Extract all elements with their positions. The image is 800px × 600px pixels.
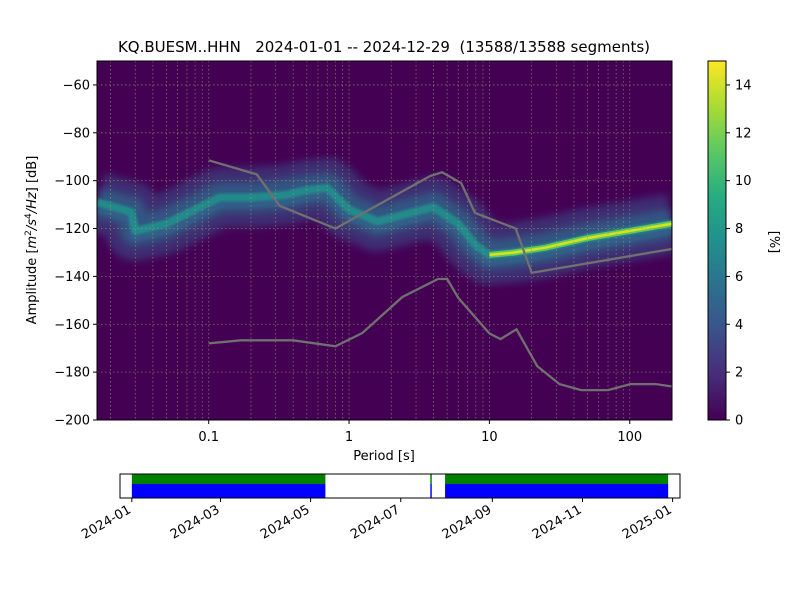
colorbar-tick-label: 6 — [735, 270, 743, 285]
y-tick-label: −200 — [54, 414, 90, 429]
chart-title: KQ.BUESM..HHN 2024-01-01 -- 2024-12-29 (… — [118, 38, 650, 56]
data-coverage-bar — [445, 484, 669, 498]
timeline-tick-label: 2024-03 — [168, 502, 223, 542]
noise-model-curves — [208, 159, 672, 392]
colorbar-tick-label: 8 — [735, 222, 743, 237]
density-peak-core — [489, 222, 672, 257]
colorbar-tick-label: 14 — [735, 78, 752, 93]
colorbar-tick-label: 2 — [735, 366, 743, 381]
timeline-tick-label: 2024-01 — [79, 502, 134, 542]
used-coverage-bar — [445, 474, 669, 484]
y-tick-label: −160 — [54, 318, 90, 333]
y-axis-label: Amplitude [m2/s4/Hz] [dB] — [24, 156, 40, 325]
y-tick-label: −80 — [63, 126, 90, 141]
used-coverage-bar — [131, 474, 326, 484]
plot-frame — [96, 60, 673, 421]
x-tick-label: 0.1 — [198, 430, 219, 445]
colorbar-label: [%] — [766, 231, 781, 254]
psd-plot-area: 0.1 1 10 100 −60 −80 −100 −120 −140 −160 −180 −200 — [54, 60, 673, 445]
timeline-tick-label: 2025-01 — [620, 502, 675, 542]
y-axis-ticks: −60 −80 −100 −120 −140 −160 −180 −200 — [54, 78, 97, 429]
colorbar-ticks: 0 2 4 6 8 10 12 14 — [726, 78, 752, 429]
y-tick-label: −180 — [54, 366, 90, 381]
y-tick-label: −140 — [54, 270, 90, 285]
data-coverage-bar — [430, 484, 432, 498]
timeline-ticks: 2024-01 2024-03 2024-05 2024-07 2024-09 2024-… — [79, 498, 675, 543]
y-tick-label: −60 — [63, 78, 90, 93]
timeline-tick-label: 2024-07 — [348, 502, 403, 542]
timeline-tick-label: 2024-09 — [440, 502, 495, 542]
colorbar: 0 2 4 6 8 10 12 14 [%] — [707, 60, 781, 429]
x-axis-label: Period [s] — [353, 449, 415, 464]
timeline-tick-label: 2024-11 — [530, 502, 585, 542]
timeline-tick-label: 2024-05 — [258, 502, 313, 542]
colorbar-tick-label: 10 — [735, 174, 752, 189]
y-tick-label: −120 — [54, 222, 90, 237]
used-coverage-bar — [430, 474, 432, 484]
colorbar-tick-label: 4 — [735, 318, 743, 333]
data-coverage-bar — [131, 484, 326, 498]
x-tick-label: 1 — [345, 430, 353, 445]
x-tick-label: 10 — [481, 430, 498, 445]
x-axis-ticks: 0.1 1 10 100 — [198, 420, 642, 445]
nlnm-curve — [208, 277, 672, 392]
coverage-bars — [131, 474, 669, 498]
colorbar-fill — [707, 60, 727, 421]
colorbar-tick-label: 0 — [735, 414, 743, 429]
timeline-frame — [119, 473, 681, 499]
colorbar-tick-label: 12 — [735, 126, 752, 141]
x-tick-label: 100 — [617, 430, 642, 445]
density-band — [97, 157, 672, 285]
density-secondary — [97, 188, 672, 266]
y-tick-label: −100 — [54, 174, 90, 189]
nhnm-curve — [208, 159, 672, 275]
coverage-timeline: 2024-01 2024-03 2024-05 2024-07 2024-09 2024-… — [79, 473, 681, 543]
